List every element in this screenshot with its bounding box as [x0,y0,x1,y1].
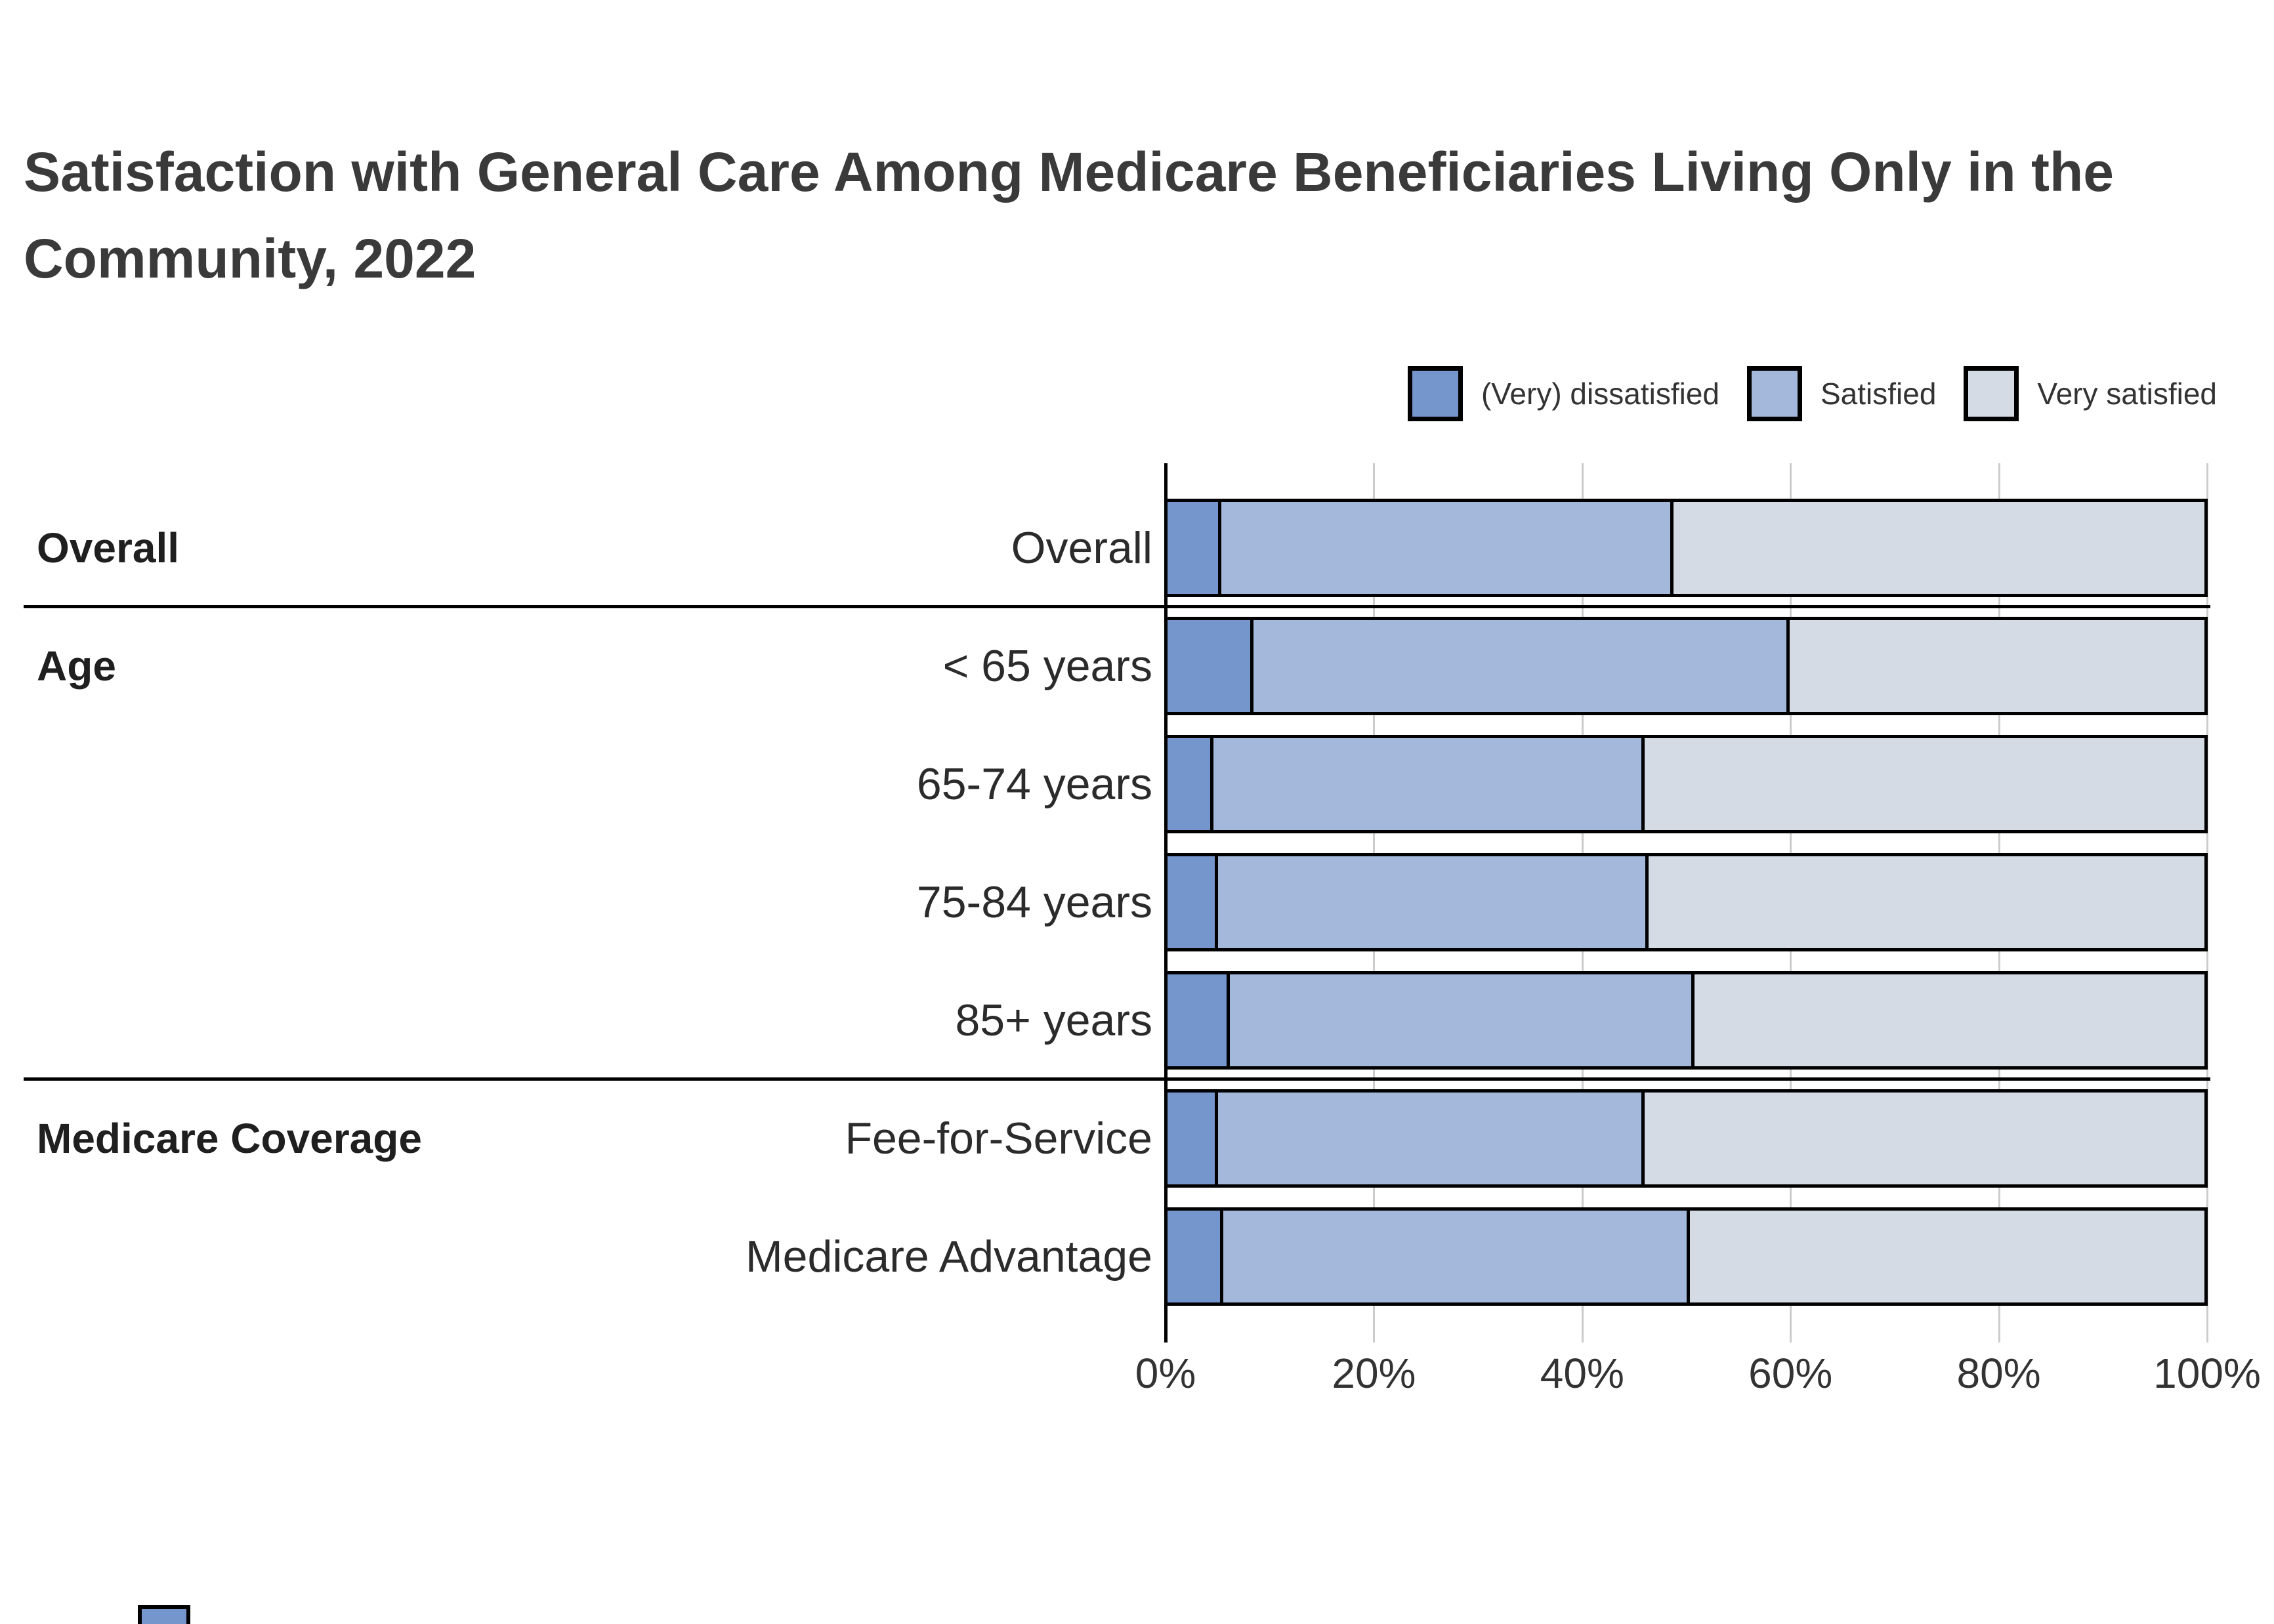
row-label-75-84 years: 75-84 years [916,877,1152,927]
bar-segment-(Very) dissatisfied [1168,620,1254,712]
legend-label-satisfied: Satisfied [1820,377,1937,411]
cropped-swatch-bottom-left [138,1605,190,1624]
legend-swatch-satisfied [1746,366,1802,421]
group-label-Medicare Coverage: Medicare Coverage [37,1115,422,1162]
bar-segment-Satisfied [1223,1211,1691,1302]
legend: (Very) dissatisfied Satisfied Very satis… [1407,362,2217,425]
bar-row-Medicare Advantage [1164,1207,2208,1306]
legend-label-dissatisfied: (Very) dissatisfied [1481,377,1719,411]
chart-title-line2: Community, 2022 [24,228,476,289]
bar-segment-Very satisfied [1694,974,2204,1066]
group-separator [24,1077,2210,1081]
row-label-< 65 years: < 65 years [942,641,1152,691]
row-label-Overall: Overall [1011,523,1152,573]
bar-segment-Satisfied [1218,1093,1645,1184]
bar-segment-Very satisfied [1644,738,2204,830]
chart-title-line1: Satisfaction with General Care Among Med… [24,141,2115,203]
row-label-Fee-for-Service: Fee-for-Service [845,1114,1152,1163]
bar-segment-(Very) dissatisfied [1168,738,1213,830]
bar-row-Overall [1164,499,2208,597]
x-tick-label-60%: 60% [1748,1350,1833,1397]
x-tick-label-40%: 40% [1540,1350,1624,1397]
bar-segment-Very satisfied [1649,856,2204,948]
bar-row-Fee-for-Service [1164,1089,2208,1188]
bar-row-75-84 years [1164,853,2208,951]
bar-segment-Satisfied [1221,502,1674,594]
legend-item-satisfied: Satisfied [1746,366,1937,421]
bar-segment-Satisfied [1213,738,1645,830]
bar-segment-(Very) dissatisfied [1168,502,1222,594]
bar-row-< 65 years [1164,617,2208,715]
chart-title: Satisfaction with General Care Among Med… [24,129,2250,302]
row-label-65-74 years: 65-74 years [916,759,1152,809]
x-tick-label-0%: 0% [1135,1350,1196,1397]
x-tick-label-100%: 100% [2153,1350,2261,1397]
bar-segment-Satisfied [1253,620,1790,712]
legend-label-very-satisfied: Very satisfied [2037,377,2217,411]
group-separator [24,605,2210,608]
legend-item-very-satisfied: Very satisfied [1964,366,2217,421]
legend-swatch-very-satisfied [1964,366,2019,421]
bar-segment-Very satisfied [1674,502,2204,594]
group-label-Age: Age [37,642,116,690]
legend-item-dissatisfied: (Very) dissatisfied [1407,366,1719,421]
legend-swatch-dissatisfied [1407,366,1463,421]
bar-row-65-74 years [1164,735,2208,833]
bar-segment-Satisfied [1218,856,1649,948]
bar-segment-Very satisfied [1690,1211,2204,1302]
row-label-Medicare Advantage: Medicare Advantage [746,1232,1152,1281]
bar-segment-(Very) dissatisfied [1168,1211,1224,1302]
x-tick-label-20%: 20% [1332,1350,1416,1397]
group-label-Overall: Overall [37,524,180,572]
row-label-85+ years: 85+ years [955,995,1152,1045]
bar-segment-(Very) dissatisfied [1168,1093,1219,1184]
bar-segment-(Very) dissatisfied [1168,974,1230,1066]
bar-segment-Very satisfied [1789,620,2204,712]
bar-segment-Very satisfied [1644,1093,2204,1184]
bar-row-85+ years [1164,971,2208,1070]
bar-segment-(Very) dissatisfied [1168,856,1219,948]
bar-segment-Satisfied [1229,974,1695,1066]
x-tick-label-80%: 80% [1956,1350,2041,1397]
